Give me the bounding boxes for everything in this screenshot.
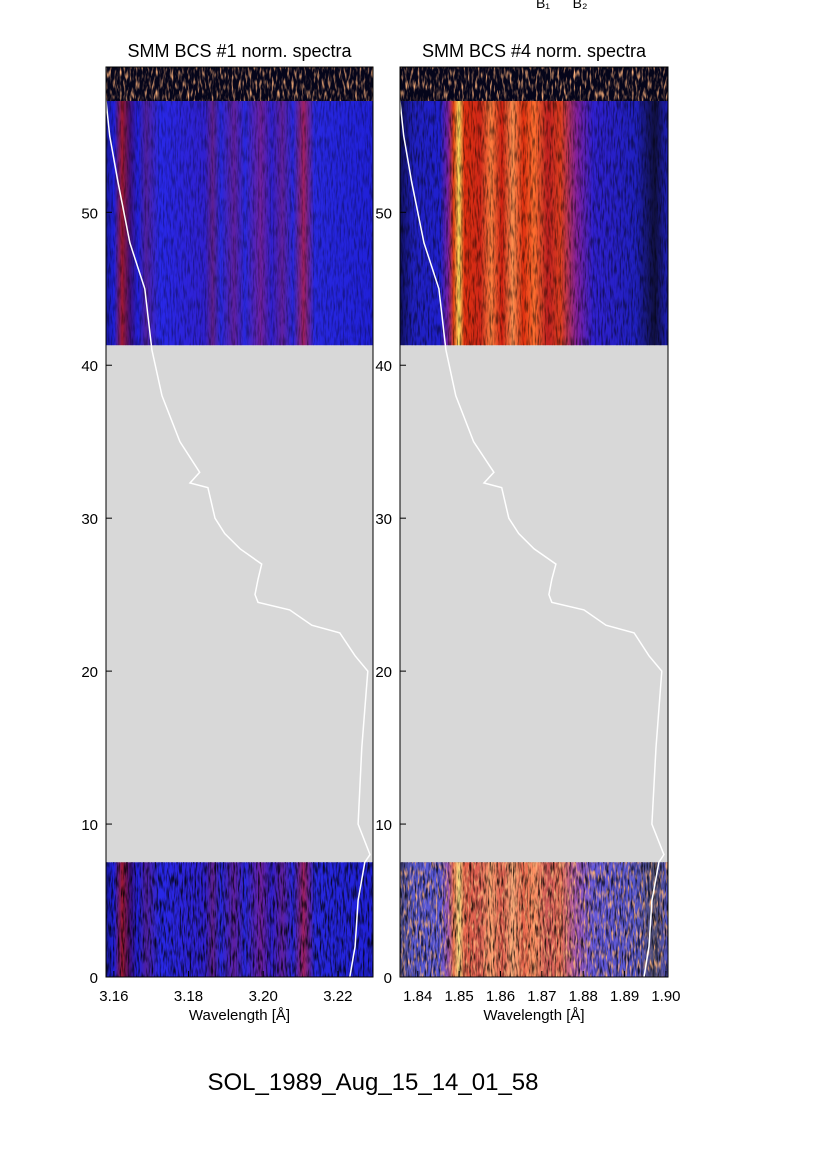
y-tick-label: 50 xyxy=(81,205,98,222)
y-tick-label: 40 xyxy=(81,358,98,375)
spectrum-noise xyxy=(400,67,668,346)
y-tick-label: 0 xyxy=(384,970,392,987)
footer: SOL_1989_Aug_15_14_01_58 xyxy=(208,1069,539,1096)
x-axis-label: Wavelength [Å] xyxy=(483,1007,584,1024)
y-tick-label: 20 xyxy=(375,664,392,681)
light-curve xyxy=(106,67,371,977)
chart-title: SMM BCS #4 norm. spectra xyxy=(422,41,647,61)
x-tick-label: 1.84 xyxy=(403,988,432,1005)
panel: 0 10 20 30 40 50 1.84 1.85 1.86 1.87 1.88 1.89 1.90 W… xyxy=(375,41,680,1024)
top-label: B₁ xyxy=(536,0,550,11)
x-tick-label: 1.89 xyxy=(610,988,639,1005)
data-gap xyxy=(400,345,668,863)
x-axis-label: Wavelength [Å] xyxy=(189,1007,290,1024)
y-tick-label: 30 xyxy=(375,511,392,528)
y-tick-label: 10 xyxy=(375,817,392,834)
top-label: B₂ xyxy=(573,0,588,11)
y-tick-label: 0 xyxy=(90,970,98,987)
chart-title: SMM BCS #1 norm. spectra xyxy=(127,41,352,61)
y-tick-label: 50 xyxy=(375,205,392,222)
noise-band-speckle xyxy=(400,67,668,101)
spectrum-noise xyxy=(106,67,373,346)
light-curve xyxy=(400,67,665,977)
panel-frame xyxy=(399,66,669,978)
noise-band-speckle xyxy=(106,67,373,101)
panel: 0 10 20 30 40 50 3.16 3.18 3.20 3.22 Wavelength [Å… xyxy=(81,41,374,1024)
x-tick-label: 1.86 xyxy=(486,988,515,1005)
x-tick-label: 3.18 xyxy=(174,988,203,1005)
x-tick-label: 3.16 xyxy=(99,988,128,1005)
x-tick-label: 1.88 xyxy=(569,988,598,1005)
x-tick-label: 1.87 xyxy=(527,988,556,1005)
spectrum-speckle xyxy=(400,862,668,977)
y-tick-label: 10 xyxy=(81,817,98,834)
spectrum-noise xyxy=(106,862,373,977)
x-tick-label: 1.90 xyxy=(651,988,680,1005)
y-tick-label: 30 xyxy=(81,511,98,528)
data-gap xyxy=(106,345,373,863)
panel-frame xyxy=(105,66,374,978)
y-tick-label: 40 xyxy=(375,358,392,375)
y-tick-label: 20 xyxy=(81,664,98,681)
x-tick-label: 1.85 xyxy=(445,988,474,1005)
x-tick-label: 3.20 xyxy=(249,988,278,1005)
x-tick-label: 3.22 xyxy=(323,988,352,1005)
